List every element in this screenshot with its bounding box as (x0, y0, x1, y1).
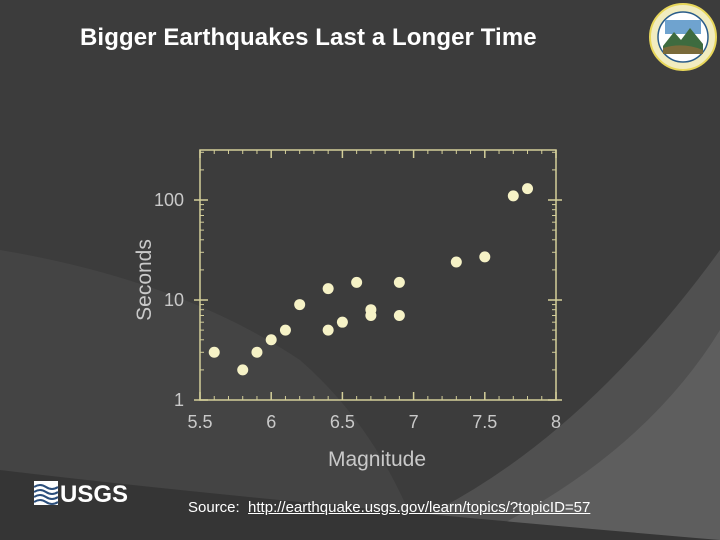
y-axis-label: Seconds (133, 239, 156, 321)
x-tick-label: 6 (266, 412, 276, 432)
source-link[interactable]: http://earthquake.usgs.gov/learn/topics/… (248, 499, 591, 516)
tick-marks (194, 150, 562, 401)
y-tick-labels: 1 10 100 (154, 190, 184, 410)
data-point (322, 283, 334, 295)
data-point (351, 276, 363, 288)
data-point (336, 316, 348, 328)
data-point (450, 256, 462, 268)
data-point (365, 309, 377, 321)
x-tick-labels: 5.5 6 6.5 7 7.5 8 (187, 412, 561, 432)
data-point (522, 183, 534, 195)
y-tick-label: 100 (154, 190, 184, 210)
plot-border (199, 149, 557, 401)
data-point (279, 324, 291, 336)
data-point (208, 346, 220, 358)
source-label: Source: (188, 499, 240, 516)
data-point (294, 299, 306, 311)
usgs-wave-icon (34, 481, 59, 505)
data-point (479, 251, 491, 263)
data-point (237, 364, 249, 376)
x-tick-label: 5.5 (187, 412, 212, 432)
x-tick-label: 6.5 (330, 412, 355, 432)
x-tick-label: 7.5 (472, 412, 497, 432)
plot-frame (199, 149, 557, 401)
x-tick-label: 7 (409, 412, 419, 432)
data-point (322, 324, 334, 336)
usgs-logo-text: USGS (60, 481, 128, 508)
data-point (507, 190, 519, 202)
x-tick-label: 8 (551, 412, 561, 432)
data-point (393, 309, 405, 321)
y-tick-label: 10 (164, 290, 184, 310)
y-tick-label: 1 (174, 390, 184, 410)
data-point (393, 276, 405, 288)
usgs-logo: USGS (34, 481, 128, 508)
x-axis-label: Magnitude (328, 448, 426, 471)
slide-title: Bigger Earthquakes Last a Longer Time (80, 24, 537, 51)
doi-seal-icon (649, 3, 717, 71)
data-points (208, 183, 534, 376)
data-point (265, 334, 277, 346)
data-point (251, 346, 263, 358)
source-citation: Source: http://earthquake.usgs.gov/learn… (188, 499, 590, 516)
